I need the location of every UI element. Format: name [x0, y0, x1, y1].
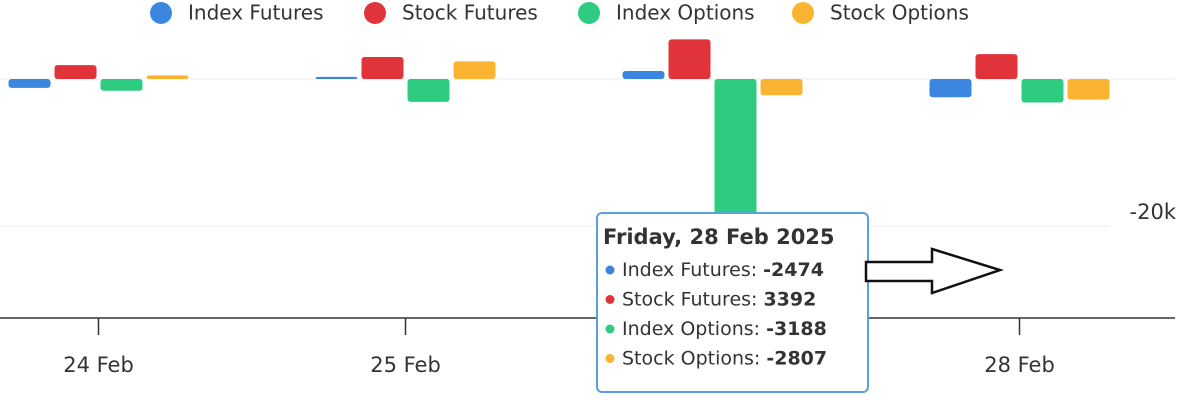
- legend: Index Futures Stock Futures Index Options S…: [150, 1, 969, 25]
- legend-marker: [792, 2, 814, 24]
- legend-marker: [578, 2, 600, 24]
- tooltip-label: Stock Futures:: [622, 288, 757, 310]
- tooltip-box: [596, 212, 869, 393]
- bar: [453, 61, 496, 80]
- y-tick-label: -20k: [1130, 200, 1177, 224]
- legend-marker: [364, 2, 386, 24]
- bar: [8, 79, 51, 88]
- tooltip-marker: [605, 295, 615, 304]
- bar: [622, 70, 665, 80]
- bar: [407, 79, 450, 102]
- tooltip-value: 3392: [763, 288, 816, 310]
- legend-label: Index Options: [616, 1, 755, 25]
- bar: [54, 65, 97, 80]
- bar: [361, 56, 404, 80]
- tooltip-marker: [605, 324, 615, 334]
- bar: [668, 39, 711, 80]
- bar: [760, 79, 803, 96]
- tooltip-value: -2474: [763, 259, 824, 281]
- tooltip-row: Stock Futures: 3392: [622, 288, 816, 310]
- tooltip-row: Index Futures: -2474: [622, 259, 824, 281]
- bar: [975, 54, 1018, 80]
- tooltip-row: Index Options: -3188: [622, 318, 827, 340]
- tooltip-marker: [605, 354, 615, 363]
- bar: [1067, 79, 1110, 100]
- bar: [100, 79, 143, 91]
- x-tick-label: 24 Feb: [63, 353, 134, 377]
- bar: [714, 79, 757, 241]
- tooltip: Friday, 28 Feb 2025 Index Futures: -2474 S…: [596, 212, 869, 393]
- bar: [146, 75, 189, 80]
- x-tick-label: 25 Feb: [370, 353, 441, 377]
- x-tick-label: 28 Feb: [984, 353, 1055, 377]
- legend-label: Index Futures: [188, 1, 324, 25]
- arrow-annotation: [864, 247, 1005, 295]
- legend-marker: [150, 2, 172, 24]
- legend-label: Stock Futures: [402, 1, 538, 25]
- tooltip-row: Stock Options: -2807: [622, 347, 827, 369]
- bar: [929, 79, 972, 98]
- tooltip-title: Friday, 28 Feb 2025: [603, 225, 835, 249]
- tooltip-label: Index Options:: [622, 318, 760, 340]
- legend-label: Stock Options: [830, 1, 969, 25]
- bar: [1021, 79, 1064, 103]
- tooltip-marker: [605, 265, 615, 275]
- tooltip-value: -3188: [766, 318, 827, 340]
- plot-area: -20k 24 Feb 25 Feb 28 Feb: [0, 39, 1177, 377]
- tooltip-label: Stock Options:: [622, 347, 760, 369]
- bar: [315, 76, 358, 80]
- tooltip-value: -2807: [766, 347, 827, 369]
- tooltip-label: Index Futures:: [622, 259, 757, 281]
